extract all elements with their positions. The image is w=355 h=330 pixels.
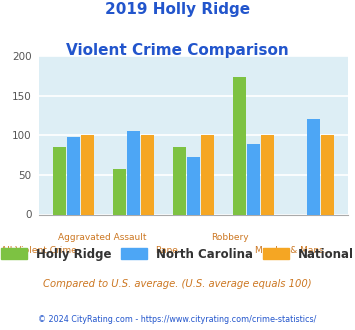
Text: © 2024 CityRating.com - https://www.cityrating.com/crime-statistics/: © 2024 CityRating.com - https://www.city…	[38, 315, 317, 324]
Text: Aggravated Assault: Aggravated Assault	[59, 233, 147, 242]
Bar	[53, 147, 66, 214]
Bar	[247, 144, 260, 214]
Legend: Holly Ridge, North Carolina, National: Holly Ridge, North Carolina, National	[0, 242, 355, 267]
Text: Murder & Mans...: Murder & Mans...	[255, 246, 333, 255]
Text: Compared to U.S. average. (U.S. average equals 100): Compared to U.S. average. (U.S. average …	[43, 279, 312, 289]
Bar	[201, 135, 214, 214]
Bar	[261, 135, 274, 214]
Bar	[321, 135, 334, 214]
Bar	[307, 119, 320, 214]
Text: Rape: Rape	[155, 246, 178, 255]
Bar	[113, 169, 126, 214]
Text: 2019 Holly Ridge: 2019 Holly Ridge	[105, 2, 250, 16]
Text: Violent Crime Comparison: Violent Crime Comparison	[66, 43, 289, 58]
Text: Robbery: Robbery	[211, 233, 249, 242]
Bar	[67, 137, 80, 214]
Bar	[127, 131, 140, 214]
Text: All Violent Crime: All Violent Crime	[1, 246, 77, 255]
Bar	[141, 135, 154, 214]
Bar	[187, 157, 200, 214]
Bar	[233, 78, 246, 214]
Bar	[81, 135, 94, 214]
Bar	[173, 147, 186, 214]
